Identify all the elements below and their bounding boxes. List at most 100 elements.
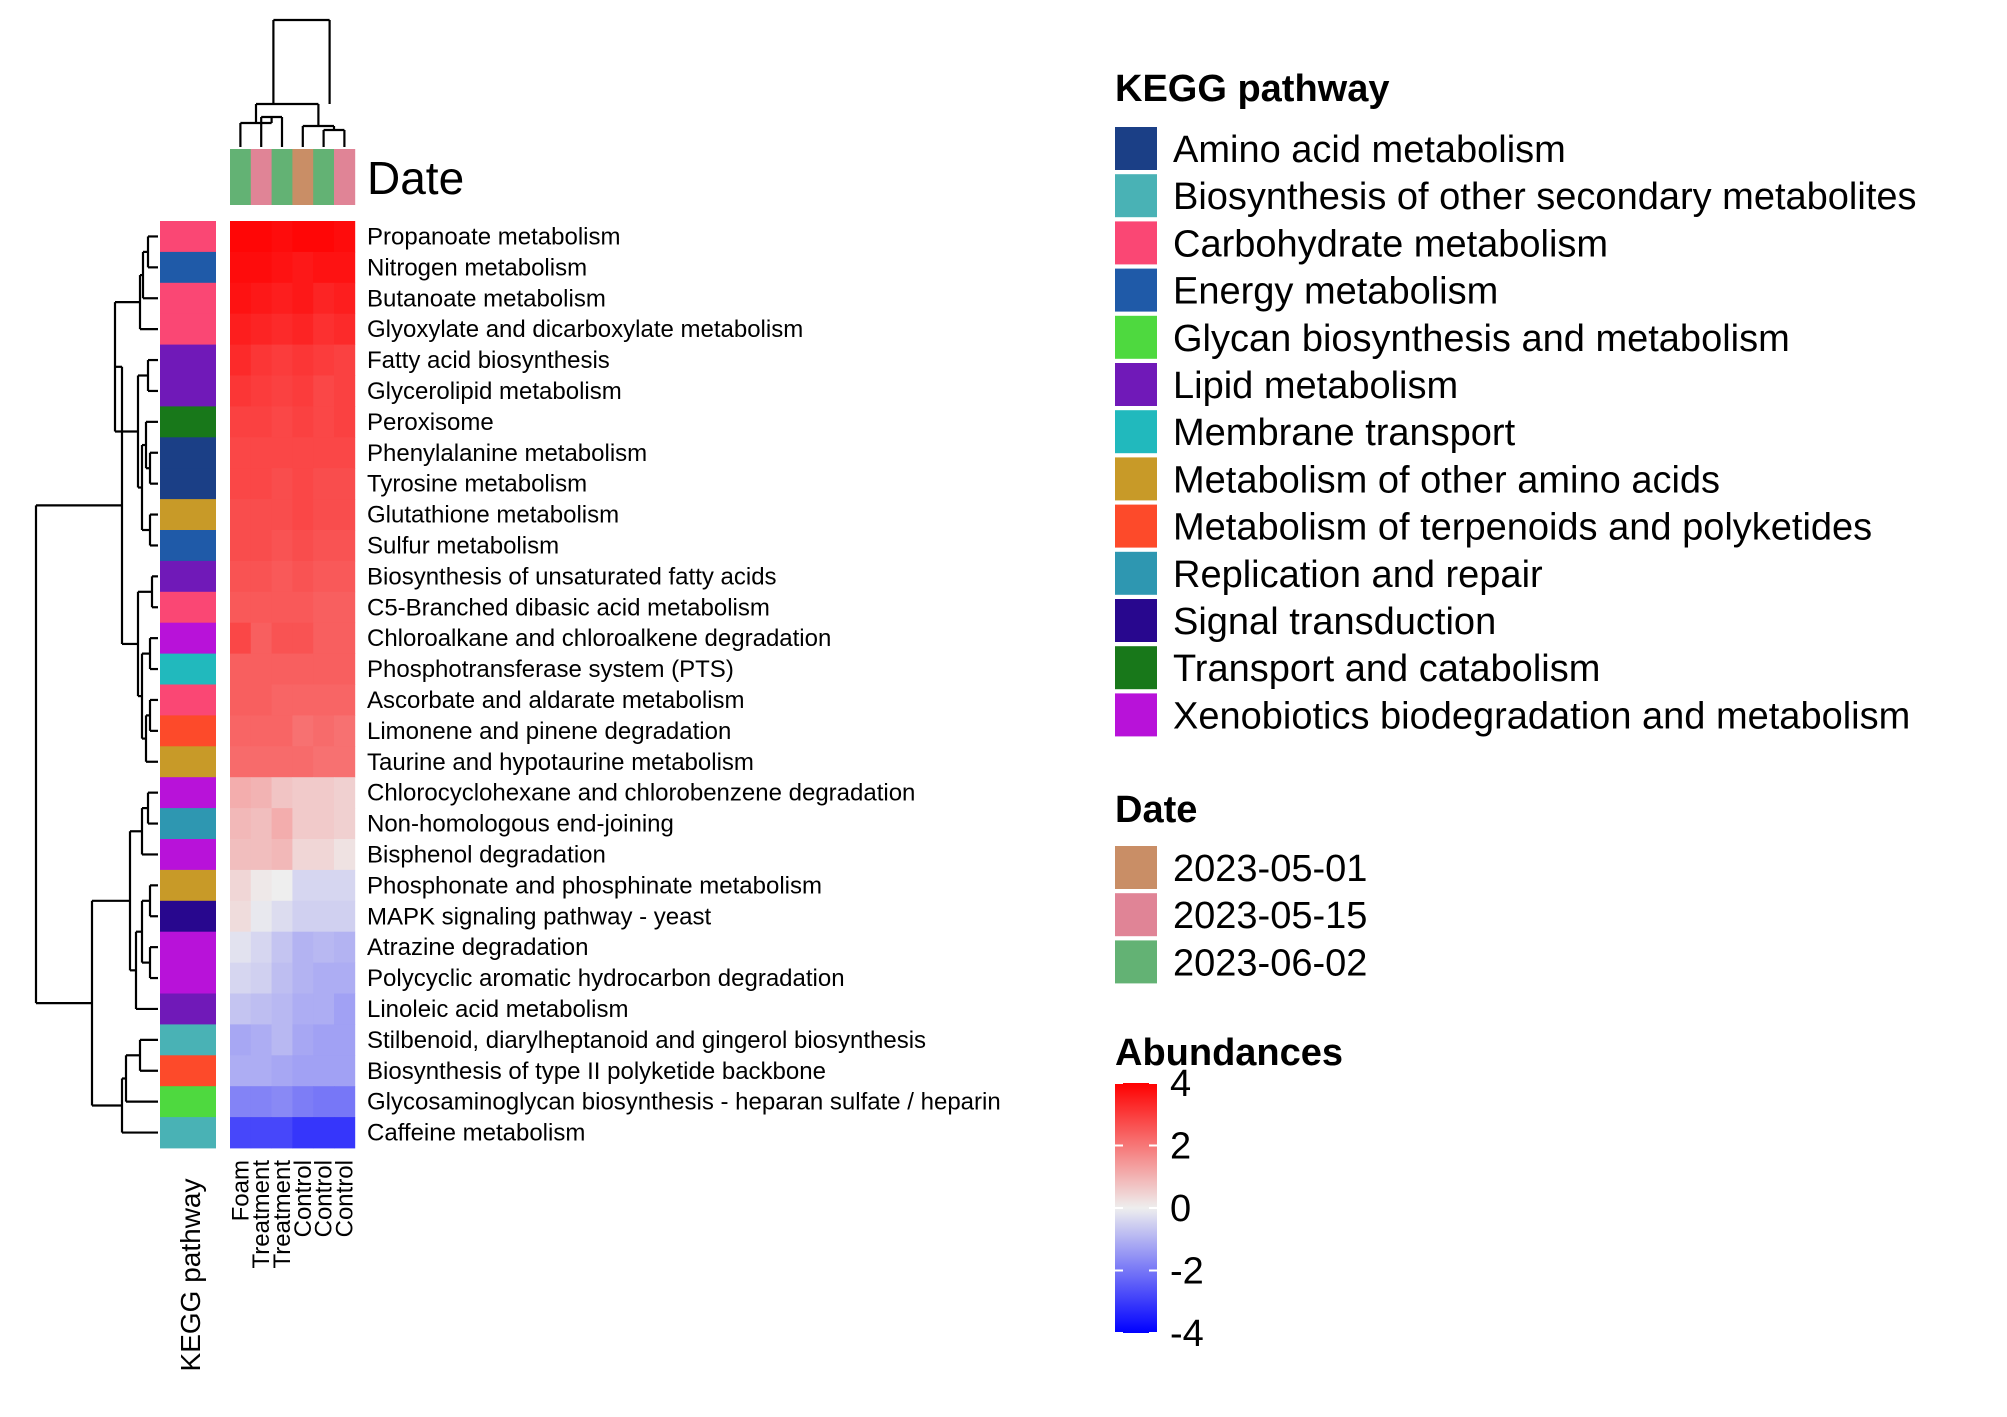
row-label: Limonene and pinene degradation [367, 718, 731, 745]
heatmap-cell [250, 530, 272, 562]
row-label: Caffeine metabolism [367, 1120, 585, 1147]
date-annotation-cell [271, 149, 293, 205]
heatmap-cell [313, 499, 335, 531]
heatmap-cell [250, 993, 272, 1025]
column-labels: FoamTreatmentTreatmentControlControlCont… [227, 1160, 358, 1269]
heatmap-cell [292, 993, 314, 1025]
heatmap-cell [292, 499, 314, 531]
heatmap-cell [313, 560, 335, 593]
date-annotation-cell [334, 149, 356, 205]
heatmap-cell [292, 1086, 314, 1118]
heatmap-cell [230, 777, 252, 809]
heatmap-cell [271, 499, 293, 531]
heatmap-cell [230, 869, 252, 902]
colorbar-tick-label: -2 [1170, 1251, 1204, 1293]
heatmap-cell [250, 653, 272, 685]
row-label: Fatty acid biosynthesis [367, 347, 610, 374]
heatmap-cell [271, 560, 293, 593]
heatmap-cell [292, 1024, 314, 1056]
pathway-annotation-cell [160, 437, 216, 469]
heatmap-cell [230, 715, 252, 747]
heatmap-cell [230, 931, 252, 963]
pathway-annotation-cell [160, 715, 216, 747]
heatmap-cell [250, 931, 272, 963]
heatmap-cell [271, 221, 293, 253]
heatmap-cell [250, 777, 272, 809]
heatmap-cell [250, 684, 272, 716]
heatmap-cell [334, 344, 356, 376]
legend-label: Xenobiotics biodegradation and metabolis… [1173, 695, 1910, 737]
heatmap-cell [230, 499, 252, 531]
heatmap-cell [292, 931, 314, 963]
heatmap-cell [334, 437, 356, 469]
legend-swatch [1115, 457, 1157, 501]
heatmap-cell [292, 962, 314, 994]
heatmap-cell [271, 653, 293, 685]
heatmap-cell [334, 900, 356, 933]
pathway-annotation-cell [160, 653, 216, 685]
heatmap-cell [230, 839, 252, 871]
legend-date-items: 2023-05-01 2023-05-15 2023-06-02 [1115, 846, 1367, 984]
pathway-annotation-cell [160, 406, 216, 438]
heatmap-cell [250, 406, 272, 438]
heatmap-cell [292, 560, 314, 593]
heatmap-cell [271, 344, 293, 376]
column-label: Treatment [248, 1160, 275, 1269]
row-label: Atrazine degradation [367, 934, 588, 961]
pathway-annotation-cell [160, 1024, 216, 1056]
heatmap-cell [313, 684, 335, 716]
row-label: Phenylalanine metabolism [367, 440, 647, 467]
legend-swatch [1115, 504, 1157, 548]
row-label: Tyrosine metabolism [367, 471, 587, 498]
heatmap-cell [313, 869, 335, 902]
heatmap-cell [334, 962, 356, 994]
row-label: Glutathione metabolism [367, 502, 619, 529]
row-label: Biosynthesis of type II polyketide backb… [367, 1058, 826, 1085]
heatmap-cell [271, 406, 293, 438]
heatmap-cell [313, 1086, 335, 1118]
pathway-annotation-cell [160, 468, 216, 500]
date-annotation-title: Date [367, 152, 464, 204]
row-label: Non-homologous end-joining [367, 811, 674, 838]
column-label: Control [311, 1160, 338, 1237]
pathway-annotation-cell [160, 993, 216, 1025]
heatmap-cell [250, 282, 272, 315]
row-label: Biosynthesis of unsaturated fatty acids [367, 563, 777, 590]
heatmap-cell [334, 282, 356, 315]
pathway-annotation-cell [160, 560, 216, 593]
heatmap-cell [313, 313, 335, 345]
pathway-annotation-cell [160, 1117, 216, 1149]
heatmap-cell [271, 1055, 293, 1087]
heatmap-cell [230, 1117, 252, 1149]
heatmap-cell [271, 375, 293, 407]
heatmap-cell [334, 1117, 356, 1149]
heatmap-cell [313, 406, 335, 438]
date-annotation-bar [230, 149, 356, 205]
heatmap-cell [250, 1117, 272, 1149]
heatmap-cell [271, 530, 293, 562]
heatmap-cell [230, 746, 252, 778]
pathway-annotation-cell [160, 221, 216, 253]
row-label: Phosphotransferase system (PTS) [367, 656, 734, 683]
pathway-annotation-cell [160, 931, 216, 963]
heatmap-cell [230, 375, 252, 407]
heatmap-cell [334, 653, 356, 685]
heatmap-cell [313, 221, 335, 253]
heatmap-cells [230, 221, 356, 1149]
heatmap-cell [292, 1055, 314, 1087]
pathway-annotation-cell [160, 530, 216, 562]
row-labels: Propanoate metabolism Nitrogen metabolism… [367, 223, 1001, 1146]
heatmap-cell [334, 406, 356, 438]
heatmap-cell [334, 1055, 356, 1087]
row-label: C5-Branched dibasic acid metabolism [367, 594, 770, 621]
legend-swatch [1115, 268, 1157, 312]
date-annotation-cell [292, 149, 314, 205]
heatmap-cell [230, 684, 252, 716]
legend-swatch [1115, 127, 1157, 170]
legend-swatch [1115, 221, 1157, 265]
legend-swatch [1115, 693, 1157, 737]
heatmap-cell [230, 808, 252, 840]
heatmap-cell [292, 900, 314, 933]
heatmap-cell [334, 530, 356, 562]
legend-date-title: Date [1115, 789, 1197, 831]
